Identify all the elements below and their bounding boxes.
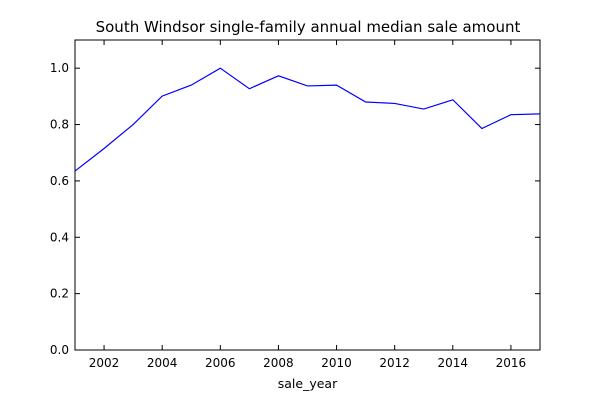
y-tick-label: 1.0 — [50, 61, 69, 75]
series-group — [74, 67, 541, 172]
y-tick-label: 0.6 — [50, 174, 69, 188]
y-tick-label: 0.8 — [50, 118, 69, 132]
x-tick-label: 2002 — [89, 356, 120, 370]
y-tick-label: 0.0 — [50, 343, 69, 357]
x-tick-label: 2008 — [263, 356, 294, 370]
x-tick-label: 2012 — [379, 356, 410, 370]
x-tick-label: 2016 — [496, 356, 527, 370]
y-tick-label: 0.4 — [50, 230, 69, 244]
x-axis-label: sale_year — [278, 376, 338, 391]
x-tick-label: 2004 — [147, 356, 178, 370]
x-axis: 2002 2004 2006 2008 2010 2012 2014 2016 — [89, 40, 526, 370]
x-tick-label: 2014 — [438, 356, 469, 370]
chart-title: South Windsor single-family annual media… — [96, 18, 521, 36]
y-tick-label: 0.2 — [50, 287, 69, 301]
plot-area — [74, 39, 541, 351]
x-tick-label: 2010 — [321, 356, 352, 370]
series-line — [74, 67, 541, 172]
y-axis: 0.0 0.2 0.4 0.6 0.8 1.0 — [50, 61, 540, 357]
x-tick-label: 2006 — [205, 356, 236, 370]
